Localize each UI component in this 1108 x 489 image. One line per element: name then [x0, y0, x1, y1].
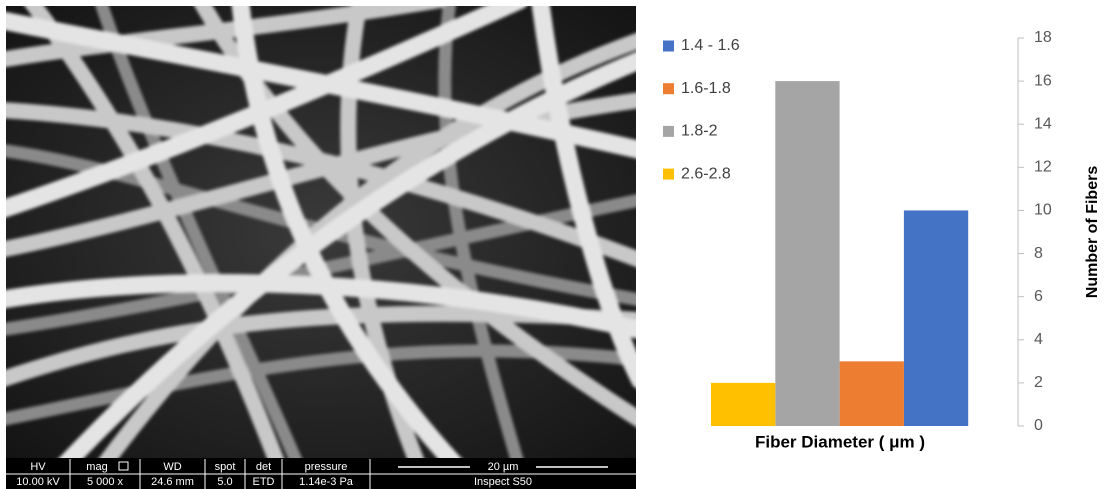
y-tick-label: 18: [1034, 29, 1052, 46]
info-value: ETD: [253, 476, 275, 488]
y-tick-label: 14: [1034, 115, 1052, 132]
y-tick-label: 16: [1034, 72, 1052, 89]
legend-label: 1.8-2: [681, 123, 718, 140]
info-value: 10.00 kV: [16, 476, 60, 488]
y-tick-label: 12: [1034, 159, 1052, 176]
legend-swatch: [663, 168, 674, 180]
y-tick-label: 8: [1034, 245, 1043, 262]
info-header: HV: [30, 461, 46, 473]
bar: [903, 210, 969, 426]
y-tick-label: 2: [1034, 374, 1043, 391]
scale-bar-label: 20 µm: [488, 461, 519, 473]
info-value: 5 000 x: [87, 476, 124, 488]
chart: Fiber Diameter ( μm ) Number of Fibers 0…: [663, 29, 1101, 451]
info-header: mag: [86, 461, 107, 473]
legend-label: 1.4 - 1.6: [681, 37, 740, 54]
info-value: 1.14e-3 Pa: [299, 476, 354, 488]
info-header: pressure: [305, 461, 348, 473]
legend-label: 2.6-2.8: [681, 165, 731, 182]
info-bar: HV 10.00 kV mag 5 000 x WD 24.6 mm spot 5.0 det E…: [6, 459, 636, 489]
bar: [775, 81, 840, 426]
bar: [711, 382, 776, 426]
info-header: WD: [163, 461, 181, 473]
y-tick-label: 6: [1034, 288, 1043, 305]
legend-swatch: [663, 40, 674, 52]
y-tick-label: 10: [1034, 202, 1052, 219]
y-tick-label: 4: [1034, 331, 1043, 348]
legend-swatch: [663, 83, 674, 95]
x-axis-title: Fiber Diameter ( μm ): [755, 432, 925, 451]
mag-icon: [118, 461, 129, 471]
y-tick-label: 0: [1034, 417, 1043, 434]
info-value: 24.6 mm: [151, 476, 194, 488]
info-header: spot: [215, 461, 236, 473]
sem-image: HV 10.00 kV mag 5 000 x WD 24.6 mm spot 5.0 det E…: [6, 6, 636, 489]
legend-swatch: [663, 125, 674, 137]
y-axis-title: Number of Fibers: [1084, 166, 1101, 299]
bar: [839, 361, 904, 426]
instrument: Inspect S50: [474, 476, 532, 488]
legend-label: 1.6-1.8: [681, 80, 731, 97]
info-header: det: [256, 461, 271, 473]
info-value: 5.0: [217, 476, 232, 488]
